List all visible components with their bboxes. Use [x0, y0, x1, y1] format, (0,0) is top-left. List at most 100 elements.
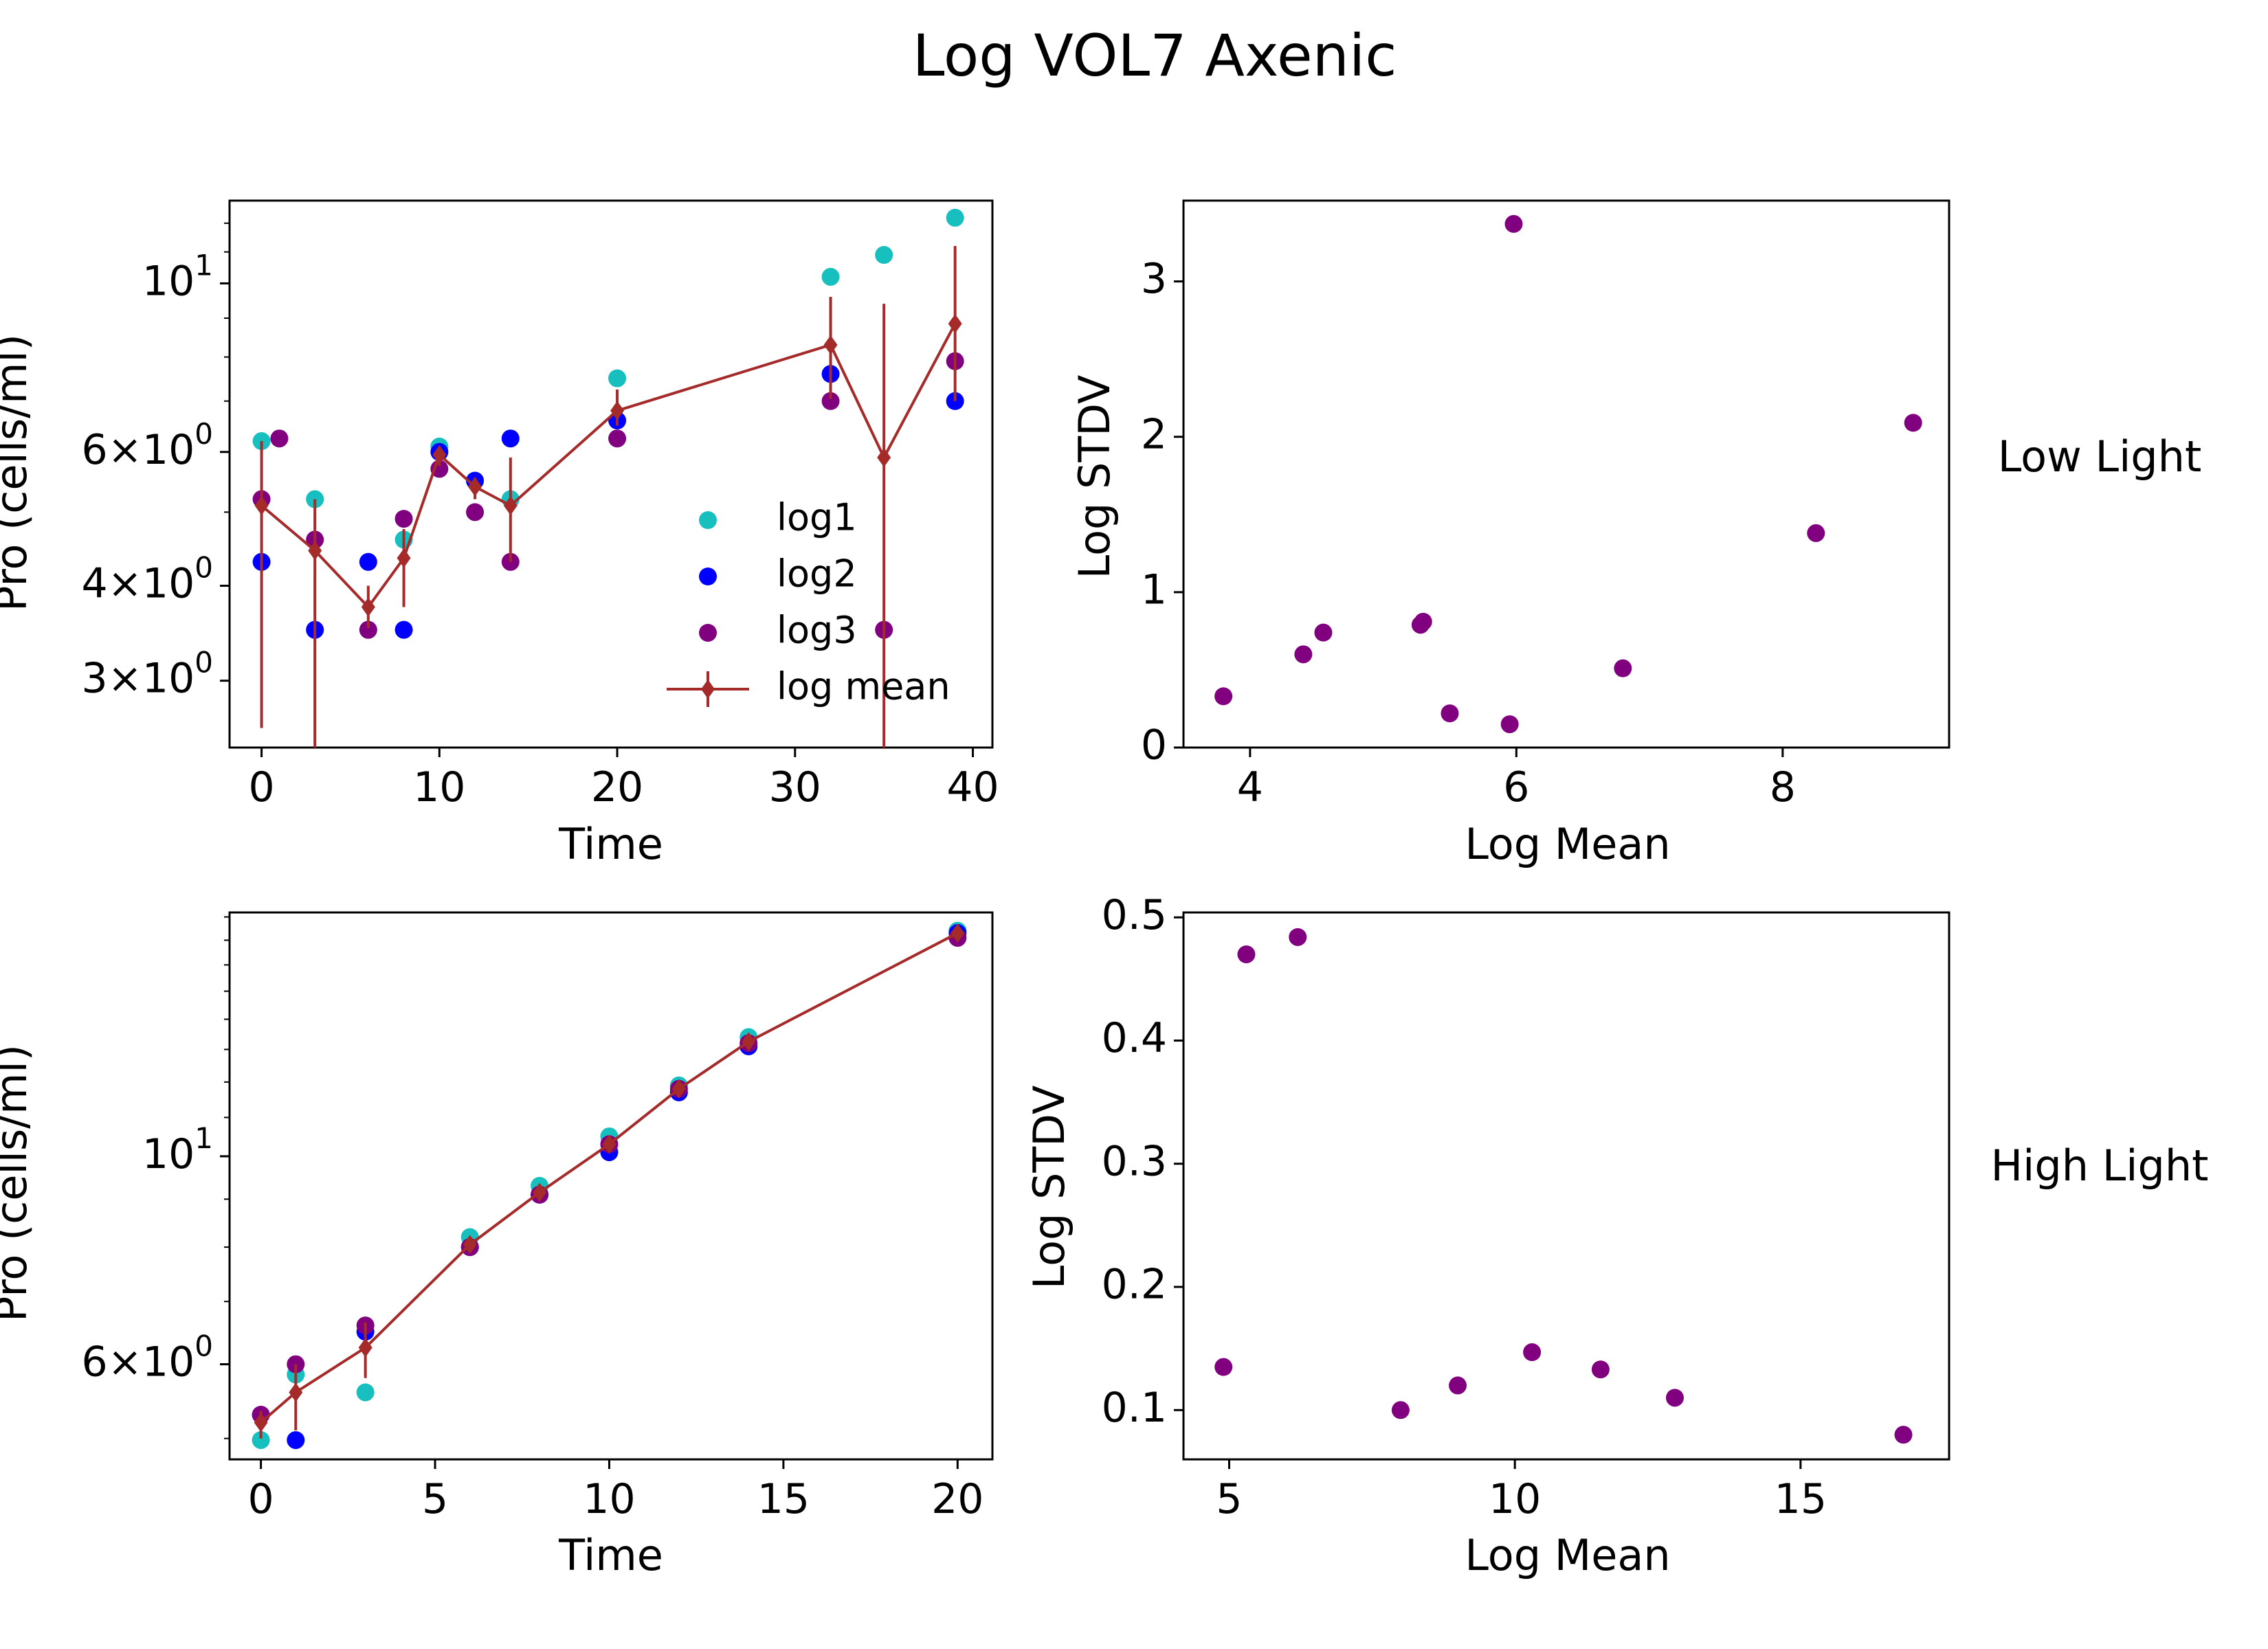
data-point — [287, 1431, 305, 1449]
x-tick-label: 10 — [413, 763, 465, 811]
y-tick-label: 0.3 — [1102, 1137, 1167, 1185]
data-point — [1614, 659, 1632, 677]
legend-label: log3 — [777, 609, 857, 652]
mean-marker — [432, 445, 447, 464]
data-point — [356, 1383, 375, 1402]
x-tick-label: 10 — [583, 1475, 635, 1523]
data-point — [1807, 524, 1825, 542]
y-tick-label: 3 — [1141, 255, 1167, 303]
mean-marker — [610, 401, 625, 420]
y-tick-label: 0.4 — [1102, 1014, 1167, 1062]
x-tick-label: 0 — [248, 763, 274, 811]
panel-growth-low-light: Time Pro (cells/ml) 0 10 20 30 40 101 6×100 4×1… — [0, 199, 999, 869]
data-point — [1414, 612, 1432, 631]
data-point — [394, 510, 413, 528]
y-tick-label: 6×100 — [81, 1329, 213, 1386]
y-tick-label: 3×100 — [81, 645, 213, 702]
x-tick-label: 10 — [1489, 1475, 1541, 1523]
mean-marker — [671, 1079, 686, 1099]
mean-marker — [397, 548, 411, 568]
x-axis-label: Time — [558, 819, 663, 869]
mean-marker — [823, 335, 838, 355]
y-tick-label: 101 — [142, 248, 213, 305]
axes-frame — [1182, 199, 1950, 749]
data-point — [1894, 1426, 1913, 1444]
x-tick-label: 6 — [1503, 763, 1529, 811]
data-point — [1391, 1401, 1410, 1420]
data-point — [1214, 1358, 1233, 1376]
data-point — [946, 208, 964, 227]
mean-marker — [463, 1235, 477, 1255]
data-point — [1449, 1376, 1467, 1395]
mean-marker — [950, 923, 965, 943]
row-label-low-light: Low Light — [1998, 431, 2202, 482]
mean-marker — [503, 495, 518, 515]
data-point — [821, 392, 840, 410]
plot-area — [252, 921, 967, 1449]
x-tick-label: 40 — [946, 763, 999, 811]
mean-marker — [361, 597, 375, 617]
y-tick-label: 0.2 — [1102, 1261, 1167, 1309]
row-label-high-light: High Light — [1991, 1141, 2209, 1191]
x-tick-label: 0 — [248, 1475, 274, 1523]
y-tick-label: 2 — [1141, 410, 1167, 458]
data-point — [359, 620, 377, 639]
x-tick-label: 15 — [1775, 1475, 1827, 1523]
x-tick-label: 20 — [931, 1475, 983, 1523]
mean-marker — [468, 477, 482, 497]
mean-marker — [254, 1413, 268, 1433]
x-axis-label: Time — [558, 1530, 663, 1580]
x-tick-label: 15 — [757, 1475, 810, 1523]
y-tick-label: 1 — [1141, 565, 1167, 614]
mean-marker — [308, 541, 322, 561]
data-point — [252, 1431, 270, 1449]
y-axis-label: Pro (cells/ml) — [0, 1044, 36, 1322]
data-point — [501, 429, 520, 448]
x-tick-label: 8 — [1770, 763, 1796, 811]
data-point — [1314, 623, 1333, 642]
data-point — [466, 503, 485, 521]
y-tick-label: 6×100 — [81, 416, 213, 473]
data-point — [1665, 1389, 1684, 1407]
x-tick-label: 5 — [422, 1475, 448, 1523]
mean-marker — [877, 447, 891, 467]
data-point — [1214, 687, 1233, 706]
figure-title: Log VOL7 Axenic — [913, 22, 1397, 89]
x-axis-label: Log Mean — [1465, 1530, 1670, 1580]
axes-frame — [1182, 911, 1950, 1461]
y-tick-label: 0.5 — [1102, 891, 1167, 939]
legend-label: log mean — [777, 665, 950, 708]
y-tick-label: 4×100 — [81, 550, 213, 607]
panel-stdv-low-light: Log Mean Log STDV 4 6 8 0 1 2 3 — [1069, 199, 1950, 869]
panel-growth-high-light: Time Pro (cells/ml) 0 5 10 15 20 101 6×100 — [0, 911, 994, 1580]
panel-stdv-high-light: Log Mean Log STDV 5 10 15 0.1 0.2 0.3 0.4 0.5 — [1024, 891, 1950, 1580]
data-point — [875, 246, 893, 265]
data-point — [359, 552, 377, 571]
data-point — [394, 620, 413, 639]
x-axis-label: Log Mean — [1465, 819, 1670, 869]
mean-marker — [742, 1032, 756, 1052]
data-point — [270, 429, 289, 448]
data-point — [1904, 414, 1922, 432]
axes-frame — [228, 911, 994, 1461]
plot-area — [252, 208, 964, 748]
data-point — [608, 369, 627, 388]
x-tick-label: 20 — [591, 763, 643, 811]
legend-label: log1 — [777, 496, 857, 539]
x-tick-label: 30 — [769, 763, 821, 811]
data-point — [1237, 945, 1256, 963]
data-point — [1441, 704, 1459, 723]
legend-label: log2 — [777, 552, 857, 596]
y-axis-label: Log STDV — [1069, 375, 1120, 579]
y-tick-label: 0.1 — [1102, 1384, 1167, 1432]
data-point — [1500, 715, 1519, 734]
y-axis-label: Pro (cells/ml) — [0, 334, 36, 612]
axes-frame — [228, 199, 994, 749]
legend-marker — [699, 511, 717, 529]
data-point — [821, 267, 840, 286]
data-point — [1504, 214, 1523, 233]
x-tick-label: 5 — [1216, 1475, 1242, 1523]
mean-marker — [533, 1182, 547, 1202]
y-tick-label: 101 — [142, 1121, 213, 1178]
mean-marker — [358, 1338, 373, 1358]
